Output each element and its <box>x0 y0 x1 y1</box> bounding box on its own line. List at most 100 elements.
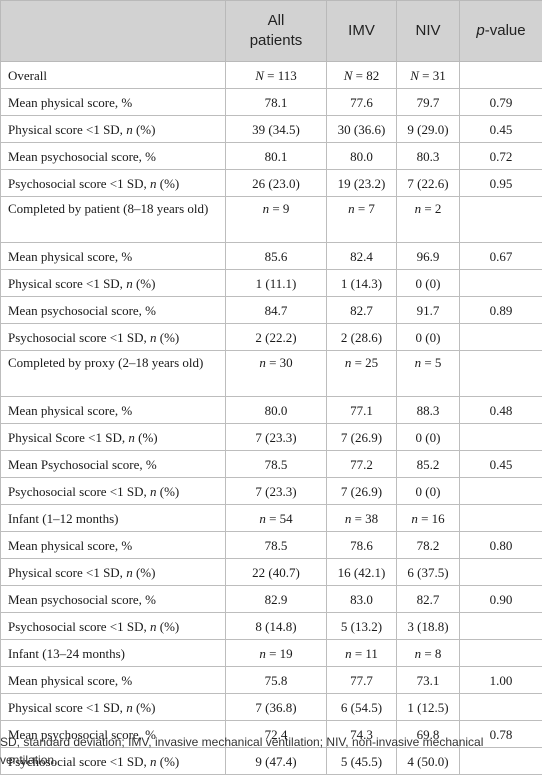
cell-niv: 1 (12.5) <box>397 694 460 721</box>
table-row: Physical score <1 SD, n (%)39 (34.5)30 (… <box>1 116 542 143</box>
cell-niv: 0 (0) <box>397 424 460 451</box>
cell-all-patients: 80.0 <box>226 397 327 424</box>
table-footnote: SD, standard deviation; IMV, invasive me… <box>0 733 542 769</box>
cell-niv: 96.9 <box>397 243 460 270</box>
cell-all-patients: 80.1 <box>226 143 327 170</box>
cell-p-value <box>460 613 542 640</box>
cell-imv: 7 (26.9) <box>327 478 397 505</box>
cell-p-value <box>460 640 542 667</box>
cell-imv: 77.2 <box>327 451 397 478</box>
cell-imv: 77.7 <box>327 667 397 694</box>
header-niv: NIV <box>397 1 460 62</box>
cell-all-patients: 82.9 <box>226 586 327 613</box>
cell-all-patients: n = 54 <box>226 505 327 532</box>
row-label: Physical score <1 SD, n (%) <box>1 694 226 721</box>
cell-p-value: 0.45 <box>460 116 542 143</box>
cell-all-patients: 7 (23.3) <box>226 478 327 505</box>
cell-p-value: 0.72 <box>460 143 542 170</box>
cell-p-value: 1.00 <box>460 667 542 694</box>
cell-p-value: 0.90 <box>460 586 542 613</box>
cell-all-patients: 75.8 <box>226 667 327 694</box>
cell-p-value: 0.89 <box>460 297 542 324</box>
cell-p-value: 0.48 <box>460 397 542 424</box>
cell-all-patients: 2 (22.2) <box>226 324 327 351</box>
cell-niv: 3 (18.8) <box>397 613 460 640</box>
cell-niv: 9 (29.0) <box>397 116 460 143</box>
cell-all-patients: 7 (23.3) <box>226 424 327 451</box>
table-row: Completed by proxy (2–18 years old)n = 3… <box>1 351 542 397</box>
row-label: Mean psychosocial score, % <box>1 143 226 170</box>
cell-p-value <box>460 478 542 505</box>
row-label: Mean physical score, % <box>1 397 226 424</box>
cell-p-value: 0.67 <box>460 243 542 270</box>
cell-all-patients: 26 (23.0) <box>226 170 327 197</box>
cell-all-patients: n = 30 <box>226 351 327 397</box>
table-row: Completed by patient (8–18 years old)n =… <box>1 197 542 243</box>
cell-niv: 73.1 <box>397 667 460 694</box>
cell-imv: 82.4 <box>327 243 397 270</box>
header-all-patients: All patients <box>226 1 327 62</box>
cell-p-value <box>460 694 542 721</box>
cell-imv: n = 25 <box>327 351 397 397</box>
cell-niv: n = 16 <box>397 505 460 532</box>
cell-all-patients: 39 (34.5) <box>226 116 327 143</box>
cell-p-value <box>460 559 542 586</box>
cell-imv: n = 7 <box>327 197 397 243</box>
cell-imv: n = 38 <box>327 505 397 532</box>
cell-niv: 0 (0) <box>397 324 460 351</box>
table-row: Physical score <1 SD, n (%)1 (11.1)1 (14… <box>1 270 542 297</box>
cell-p-value: 0.95 <box>460 170 542 197</box>
cell-all-patients: n = 19 <box>226 640 327 667</box>
table-row: Physical score <1 SD, n (%)22 (40.7)16 (… <box>1 559 542 586</box>
cell-imv: 19 (23.2) <box>327 170 397 197</box>
header-p-value: p-value <box>460 1 542 62</box>
cell-niv: 82.7 <box>397 586 460 613</box>
cell-niv: n = 8 <box>397 640 460 667</box>
cell-p-value <box>460 324 542 351</box>
cell-niv: 78.2 <box>397 532 460 559</box>
cell-niv: 80.3 <box>397 143 460 170</box>
cell-p-value <box>460 270 542 297</box>
row-label: Psychosocial score <1 SD, n (%) <box>1 170 226 197</box>
cell-p-value <box>460 197 542 243</box>
cell-niv: 0 (0) <box>397 478 460 505</box>
row-label: Physical score <1 SD, n (%) <box>1 270 226 297</box>
row-label: Physical Score <1 SD, n (%) <box>1 424 226 451</box>
row-label: Infant (13–24 months) <box>1 640 226 667</box>
header-row: All patients IMV NIV p-value <box>1 1 542 62</box>
cell-imv: 77.6 <box>327 89 397 116</box>
header-all-line1: All <box>268 12 285 29</box>
row-label: Mean Psychosocial score, % <box>1 451 226 478</box>
cell-all-patients: 78.5 <box>226 451 327 478</box>
cell-niv: 85.2 <box>397 451 460 478</box>
cell-niv: n = 2 <box>397 197 460 243</box>
row-label: Psychosocial score <1 SD, n (%) <box>1 478 226 505</box>
row-label: Mean physical score, % <box>1 532 226 559</box>
cell-p-value: 0.79 <box>460 89 542 116</box>
table-row: Psychosocial score <1 SD, n (%)7 (23.3)7… <box>1 478 542 505</box>
cell-niv: 91.7 <box>397 297 460 324</box>
cell-all-patients: 78.5 <box>226 532 327 559</box>
cell-niv: 79.7 <box>397 89 460 116</box>
cell-imv: 78.6 <box>327 532 397 559</box>
cell-imv: n = 11 <box>327 640 397 667</box>
cell-imv: 1 (14.3) <box>327 270 397 297</box>
table-row: Physical Score <1 SD, n (%)7 (23.3)7 (26… <box>1 424 542 451</box>
table-row: Physical score <1 SD, n (%)7 (36.8)6 (54… <box>1 694 542 721</box>
cell-p-value: 0.45 <box>460 451 542 478</box>
cell-imv: N = 82 <box>327 62 397 89</box>
table-row: Psychosocial score <1 SD, n (%)8 (14.8)5… <box>1 613 542 640</box>
cell-niv: 6 (37.5) <box>397 559 460 586</box>
cell-niv: 0 (0) <box>397 270 460 297</box>
cell-p-value <box>460 351 542 397</box>
